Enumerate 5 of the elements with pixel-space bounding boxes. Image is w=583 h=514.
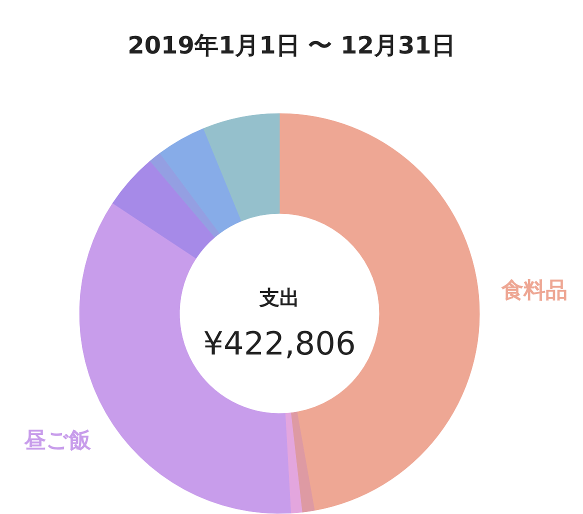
chart-title: 2019年1月1日 〜 12月31日 bbox=[128, 32, 456, 60]
text: 支出 bbox=[258, 286, 300, 310]
text: ¥422,806 bbox=[203, 324, 356, 362]
slice-label: 昼ご飯 bbox=[23, 428, 92, 454]
slice-label: 食料品 bbox=[500, 278, 568, 304]
